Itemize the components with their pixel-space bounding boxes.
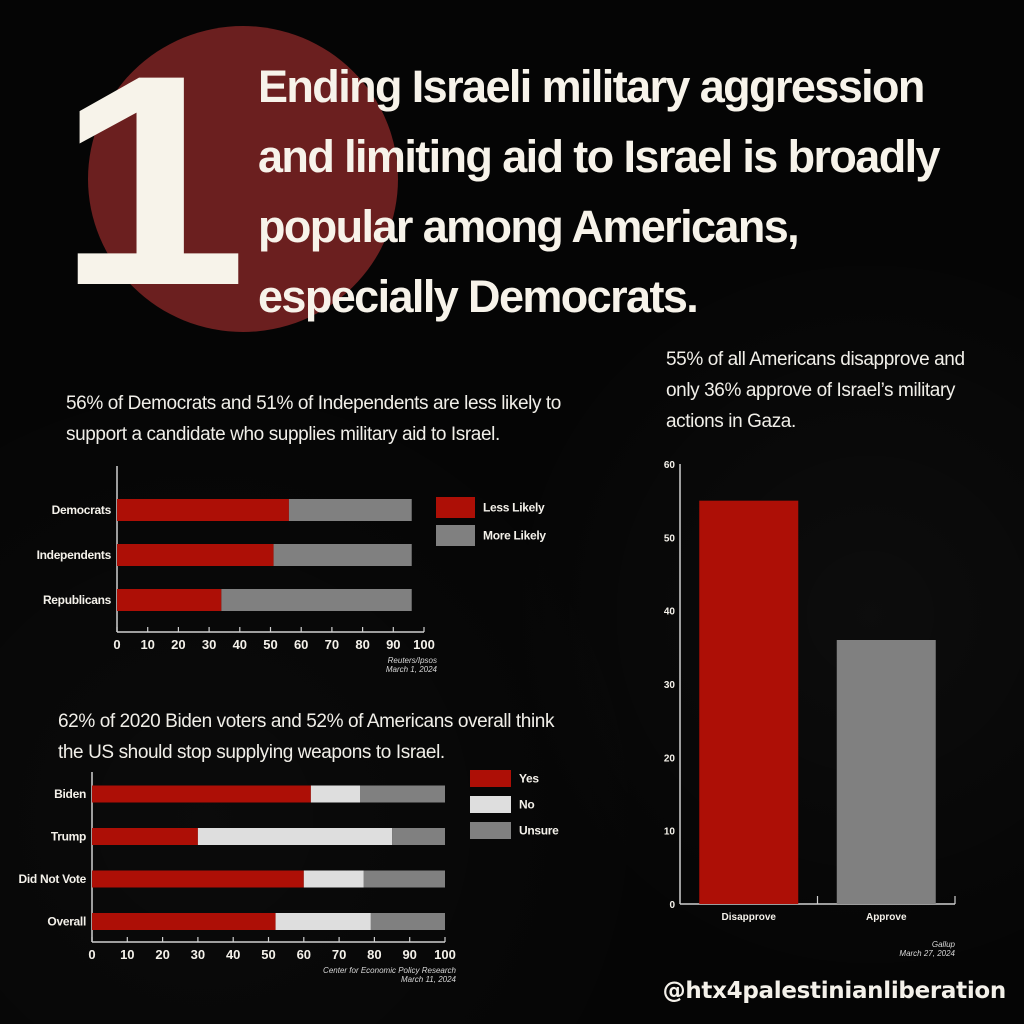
bar-segment-yes xyxy=(92,785,311,803)
bar-segment-less-likely xyxy=(117,499,289,521)
x-tick-label: 90 xyxy=(386,637,400,652)
x-tick-label: 0 xyxy=(88,947,95,962)
bar-segment-yes xyxy=(92,870,304,888)
category-label: Disapprove xyxy=(722,912,777,923)
y-tick-label: 0 xyxy=(669,900,675,911)
x-tick-label: 0 xyxy=(113,637,120,652)
bar-segment-no xyxy=(303,870,364,888)
bar-segment-no xyxy=(310,785,361,803)
legend-label: More Likely xyxy=(483,529,546,543)
bar-segment-unsure xyxy=(370,913,445,930)
x-tick-label: 70 xyxy=(332,947,346,962)
y-tick-label: 40 xyxy=(664,607,676,618)
category-label: Biden xyxy=(54,787,86,801)
x-tick-label: 10 xyxy=(140,637,154,652)
bar-segment-less-likely xyxy=(117,544,274,566)
legend-swatch-more-likely xyxy=(436,525,475,546)
bar-segment-no xyxy=(197,828,393,845)
legend-swatch-unsure xyxy=(470,822,511,839)
category-label: Overall xyxy=(47,915,86,929)
x-tick-label: 80 xyxy=(367,947,381,962)
bar-segment-more-likely xyxy=(273,544,412,566)
x-tick-label: 60 xyxy=(294,637,308,652)
chart-likelihood: 0 10 20 30 40 50 60 70 80 90 100 Democrats Independe… xyxy=(37,466,547,674)
bar-segment-no xyxy=(275,913,371,930)
bar-segment-unsure xyxy=(363,870,445,888)
source-date: March 11, 2024 xyxy=(401,975,457,984)
x-tick-label: 20 xyxy=(155,947,169,962)
category-label: Independents xyxy=(37,548,112,562)
category-label: Trump xyxy=(51,830,86,844)
bar-segment-more-likely xyxy=(221,589,412,611)
x-tick-label: 70 xyxy=(325,637,339,652)
source-label: Gallup xyxy=(932,940,956,949)
chart-weapons: 0 10 20 30 40 50 60 70 80 90 100 Biden Trump Did Not … xyxy=(18,770,559,984)
source-label: Center for Economic Policy Research xyxy=(323,966,456,975)
legend-label: Less Likely xyxy=(483,501,545,515)
chart-weapons-caption: 62% of 2020 Biden voters and 52% of Amer… xyxy=(58,711,555,763)
y-tick-label: 50 xyxy=(664,533,676,544)
source-date: March 1, 2024 xyxy=(386,665,438,674)
x-tick-label: 100 xyxy=(434,947,456,962)
hero-number: 1 xyxy=(56,12,248,348)
category-label: Republicans xyxy=(43,593,112,607)
category-label: Approve xyxy=(866,912,907,923)
bar-segment-unsure xyxy=(392,828,445,845)
x-tick-label: 90 xyxy=(402,947,416,962)
x-tick-label: 10 xyxy=(120,947,134,962)
legend-swatch-yes xyxy=(470,770,511,787)
x-tick-label: 40 xyxy=(233,637,247,652)
legend-label: No xyxy=(519,798,534,812)
bar-disapprove xyxy=(699,500,799,904)
y-tick-label: 60 xyxy=(664,460,676,471)
chart-approval-caption: 55% of all Americans disapprove and only… xyxy=(666,349,965,432)
bar-segment-less-likely xyxy=(117,589,222,611)
page-headline: Ending Israeli military aggression and l… xyxy=(258,61,941,322)
source-label: Reuters/Ipsos xyxy=(388,656,437,665)
bar-approve xyxy=(836,640,936,904)
hero-circle xyxy=(88,26,398,332)
legend-swatch-no xyxy=(470,796,511,813)
x-tick-label: 30 xyxy=(191,947,205,962)
bar-segment-yes xyxy=(92,828,198,845)
source-date: March 27, 2024 xyxy=(899,949,955,958)
bar-segment-more-likely xyxy=(288,499,412,521)
legend-label: Yes xyxy=(519,772,539,786)
y-tick-label: 10 xyxy=(664,827,676,838)
category-label: Democrats xyxy=(52,503,112,517)
x-tick-label: 20 xyxy=(171,637,185,652)
x-tick-label: 50 xyxy=(263,637,277,652)
y-tick-label: 20 xyxy=(664,753,676,764)
bar-segment-unsure xyxy=(360,785,445,803)
y-tick-label: 30 xyxy=(664,680,676,691)
legend-label: Unsure xyxy=(519,824,559,838)
x-tick-label: 60 xyxy=(297,947,311,962)
x-tick-label: 80 xyxy=(355,637,369,652)
x-tick-label: 100 xyxy=(413,637,435,652)
chart-approval: 0 10 20 30 40 50 60 Disapprove Approve GallupMarc… xyxy=(664,460,956,958)
category-label: Did Not Vote xyxy=(18,872,86,886)
bar-segment-yes xyxy=(92,913,276,930)
chart-likelihood-caption: 56% of Democrats and 51% of Independents… xyxy=(66,393,561,445)
x-tick-label: 30 xyxy=(202,637,216,652)
x-tick-label: 40 xyxy=(226,947,240,962)
social-handle: @htx4palestinianliberation xyxy=(662,978,1007,1004)
x-tick-label: 50 xyxy=(261,947,275,962)
legend-swatch-less-likely xyxy=(436,497,475,518)
